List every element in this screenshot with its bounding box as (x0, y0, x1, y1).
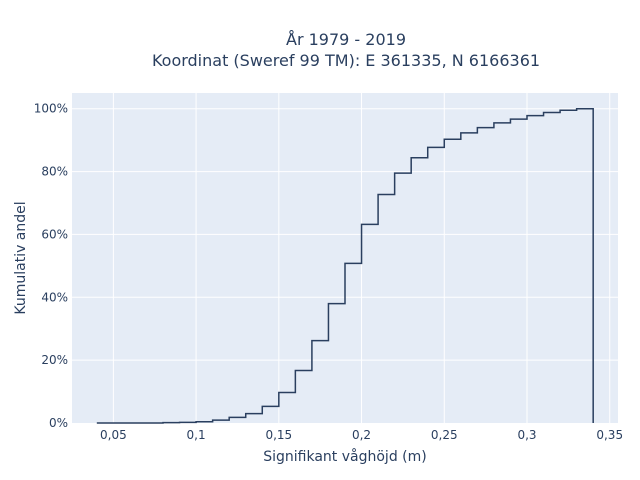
plot-area (72, 93, 618, 423)
y-tick-label: 40% (41, 290, 68, 304)
y-tick-label: 80% (41, 165, 68, 179)
y-axis-title: Kumulativ andel (13, 201, 29, 314)
x-tick-label: 0,05 (100, 428, 127, 442)
x-tick-label: 0,2 (352, 428, 371, 442)
x-tick-label: 0,3 (517, 428, 536, 442)
y-tick-labels: 0% 20% 40% 60% 80% 100% (34, 102, 68, 430)
y-tick-label: 20% (41, 353, 68, 367)
y-tick-label: 100% (34, 102, 68, 116)
x-tick-label: 0,35 (596, 428, 623, 442)
x-tick-labels: 0,05 0,1 0,15 0,2 0,25 0,3 0,35 (100, 428, 623, 442)
x-tick-label: 0,1 (187, 428, 206, 442)
cdf-step-line (96, 107, 594, 424)
x-axis-title: Signifikant våghöjd (m) (263, 448, 426, 465)
chart-title-line-2: Koordinat (Sweref 99 TM): E 361335, N 61… (152, 51, 540, 70)
y-tick-label: 0% (49, 416, 68, 430)
x-tick-label: 0,15 (265, 428, 292, 442)
x-tick-label: 0,25 (431, 428, 458, 442)
chart-title-line-1: År 1979 - 2019 (286, 30, 406, 49)
y-tick-label: 60% (41, 227, 68, 241)
